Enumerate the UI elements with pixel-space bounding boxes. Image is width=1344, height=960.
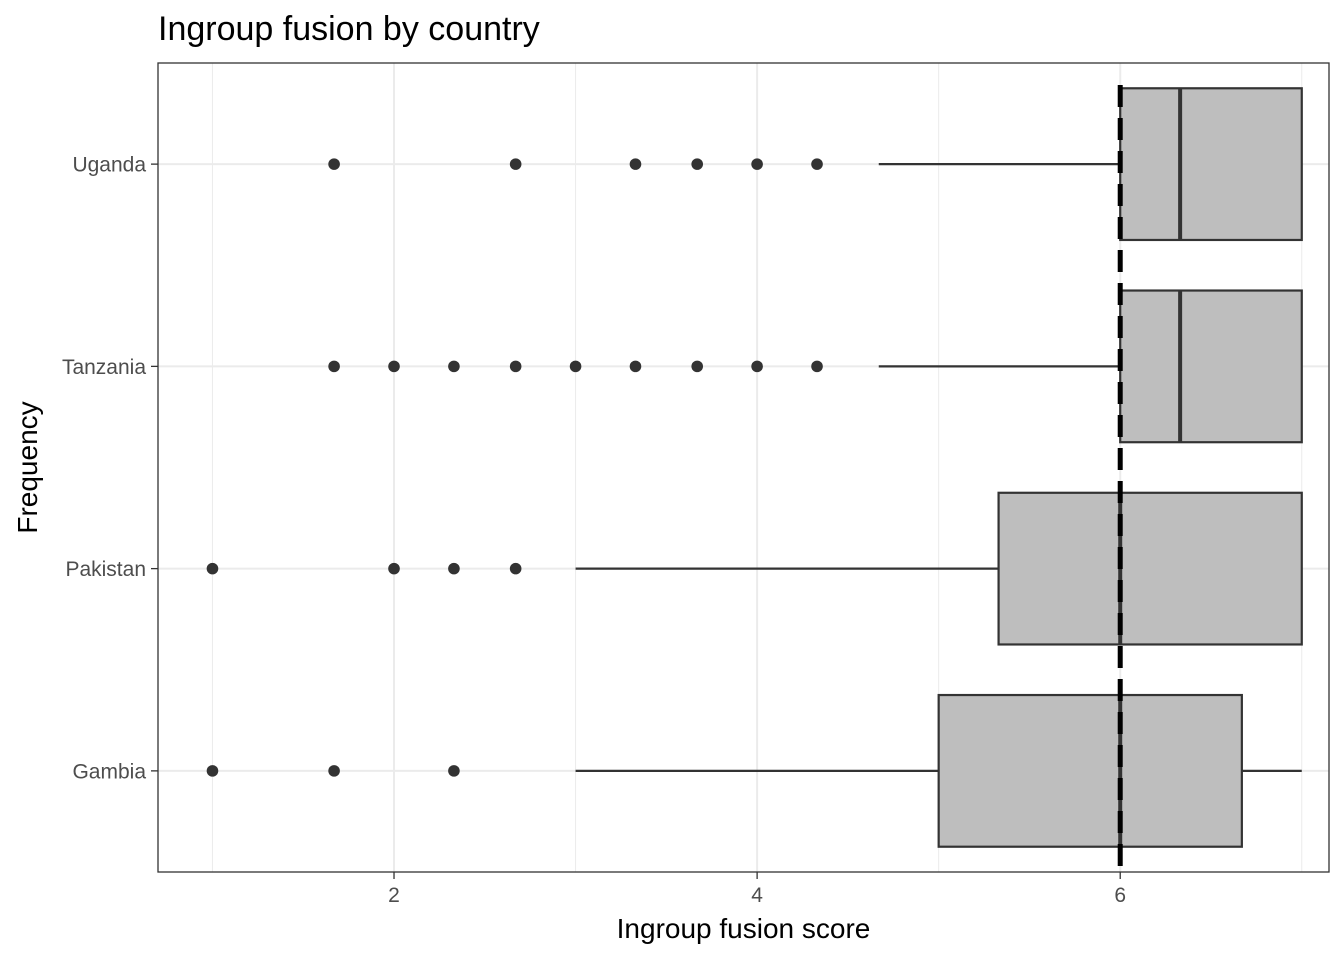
box-gambia bbox=[206, 693, 1302, 848]
panel-border bbox=[157, 62, 1330, 873]
x-tick-label: 6 bbox=[1114, 884, 1126, 907]
outlier-point bbox=[509, 158, 522, 170]
interquartile-box bbox=[997, 491, 1303, 646]
outlier-point bbox=[388, 562, 400, 575]
outlier-point bbox=[629, 360, 642, 373]
y-axis-title: Frequency bbox=[12, 401, 43, 533]
x-axis-title: Ingroup fusion score bbox=[617, 913, 871, 944]
y-tick-label: Tanzania bbox=[62, 356, 146, 379]
axes: 2 4 6 Gambia Pakistan Tanzania Uganda bbox=[62, 154, 1126, 907]
chart-title: Ingroup fusion by country bbox=[158, 10, 540, 48]
outlier-point bbox=[569, 360, 582, 373]
x-tick-label: 2 bbox=[388, 884, 400, 907]
outlier-point bbox=[388, 360, 400, 373]
outlier-point bbox=[328, 360, 340, 373]
interquartile-box bbox=[937, 693, 1243, 848]
x-tick-label: 4 bbox=[751, 884, 763, 907]
outlier-point bbox=[206, 765, 219, 777]
outlier-point bbox=[448, 765, 460, 777]
box-pakistan bbox=[206, 491, 1303, 646]
outlier-point bbox=[811, 360, 823, 373]
box-uganda bbox=[328, 87, 1303, 242]
outlier-point bbox=[629, 158, 642, 170]
outlier-point bbox=[328, 158, 340, 170]
outlier-point bbox=[691, 158, 704, 170]
outlier-point bbox=[448, 562, 460, 575]
interquartile-box bbox=[1119, 87, 1303, 242]
outlier-point bbox=[509, 360, 522, 373]
boxes bbox=[206, 87, 1303, 848]
y-tick-label: Gambia bbox=[72, 760, 146, 783]
outlier-point bbox=[448, 360, 460, 373]
outlier-point bbox=[328, 765, 340, 777]
outlier-point bbox=[751, 158, 763, 170]
outlier-point bbox=[691, 360, 704, 373]
outlier-point bbox=[811, 158, 823, 170]
y-tick-label: Uganda bbox=[72, 154, 146, 177]
outlier-point bbox=[751, 360, 763, 373]
outlier-point bbox=[509, 562, 522, 575]
y-tick-label: Pakistan bbox=[65, 558, 146, 581]
outlier-point bbox=[206, 562, 219, 575]
interquartile-box bbox=[1119, 289, 1303, 444]
plot-area bbox=[157, 62, 1330, 873]
box-tanzania bbox=[328, 289, 1303, 444]
